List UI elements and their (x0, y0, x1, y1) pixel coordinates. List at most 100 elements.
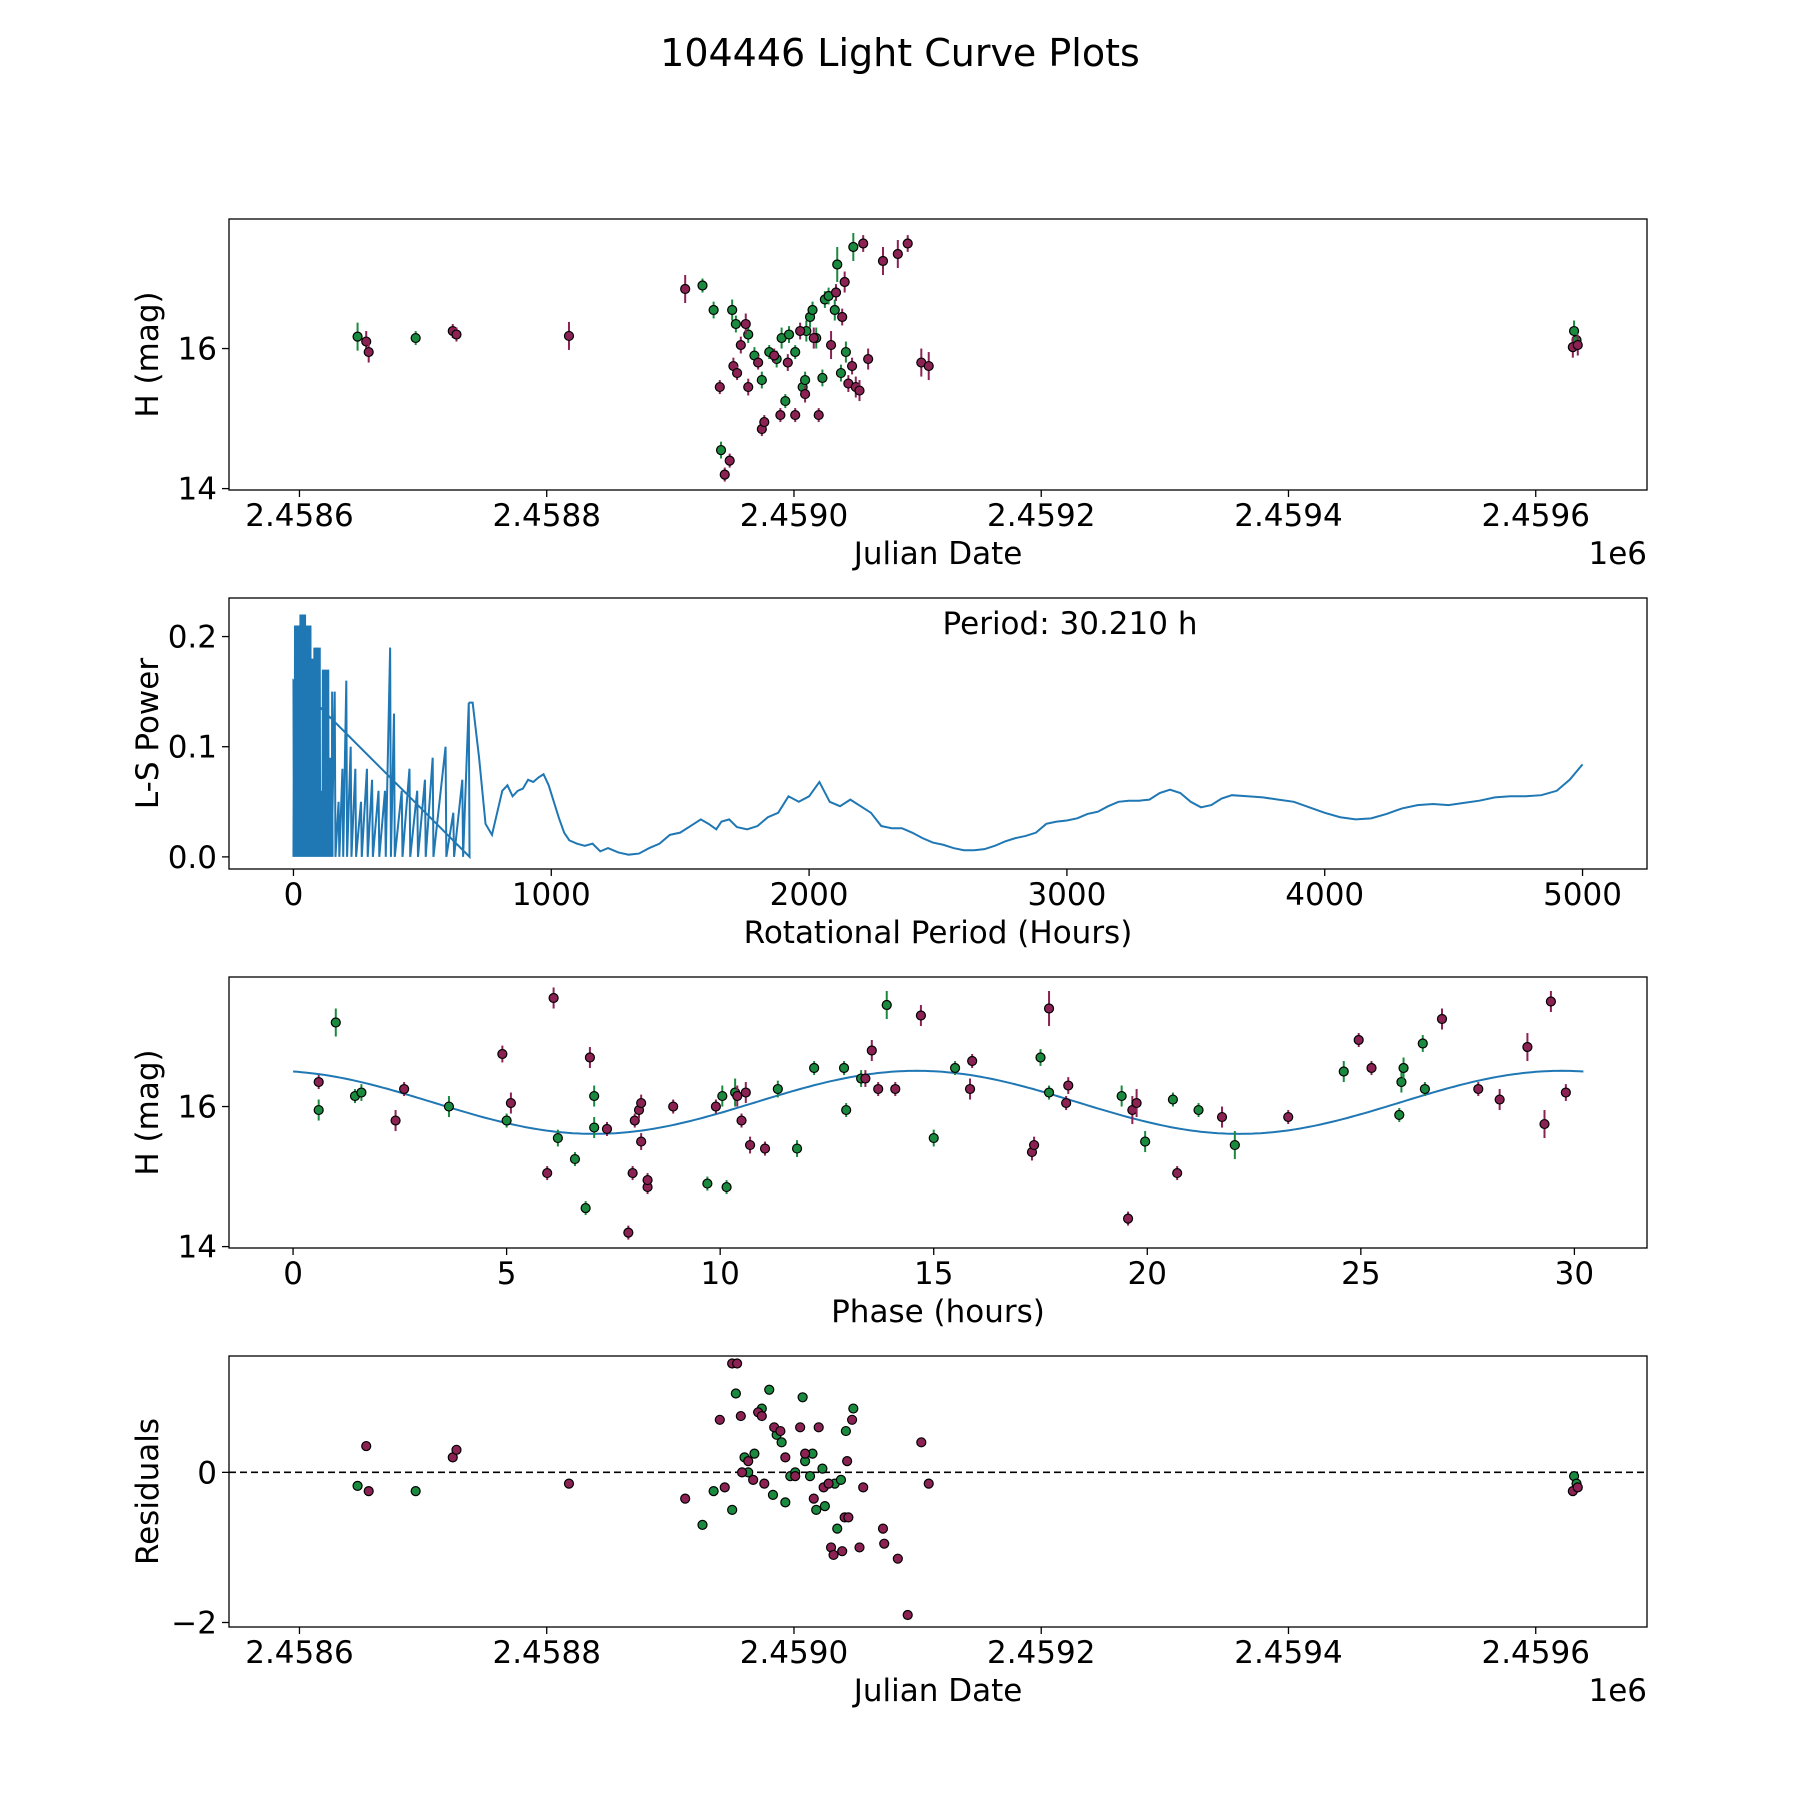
x-tick-label: 10 (700, 1256, 739, 1292)
magenta-point (892, 248, 903, 260)
model-fit-curve (293, 1069, 1584, 1135)
green-point (780, 1497, 791, 1508)
magenta-point (740, 1087, 751, 1098)
magenta-point (563, 1478, 575, 1489)
magenta-point (636, 1136, 647, 1147)
green-point (702, 1178, 713, 1189)
x-tick-label: 2.4592 (987, 498, 1095, 534)
x-tick-label: 2.4590 (740, 1635, 848, 1671)
magenta-point (830, 287, 842, 298)
green-point (727, 1504, 738, 1515)
magenta-point (399, 1083, 410, 1095)
green-point (313, 1104, 324, 1116)
magenta-point (854, 1542, 865, 1553)
x-axis-label: Julian Date (852, 536, 1023, 572)
green-point (817, 1463, 828, 1474)
green-point (949, 1062, 961, 1074)
magenta-point (680, 1493, 691, 1504)
x-axis-label: Phase (hours) (831, 1294, 1045, 1330)
green-point (410, 1486, 421, 1497)
magenta-point (390, 1115, 401, 1126)
figure-title: 104446 Light Curve Plots (660, 31, 1140, 75)
magenta-point (563, 330, 575, 342)
y-tick-label: −2 (171, 1605, 217, 1641)
green-point (848, 1403, 859, 1414)
magenta-point (873, 1083, 884, 1095)
magenta-point (1366, 1062, 1377, 1074)
magenta-point (451, 329, 462, 340)
magenta-point (877, 255, 889, 267)
magenta-point (860, 1073, 871, 1084)
magenta-point (743, 1455, 754, 1467)
green-point (756, 374, 767, 386)
green-point (772, 1083, 783, 1095)
green-point (819, 1501, 830, 1512)
green-point (840, 1425, 851, 1437)
magenta-point (813, 1422, 824, 1433)
magenta-point (800, 1448, 811, 1459)
magenta-point (1572, 1482, 1583, 1493)
x-tick-label: 2.4592 (987, 1635, 1095, 1671)
period-annotation: Period: 30.210 h (943, 606, 1198, 642)
magenta-point (837, 1546, 848, 1557)
phased-plot-area (293, 987, 1584, 1240)
magenta-point (710, 1101, 722, 1112)
magenta-point (736, 1467, 748, 1478)
green-point (881, 999, 892, 1011)
magenta-point (808, 1493, 819, 1504)
green-point (1419, 1083, 1431, 1095)
y-tick-label: 16 (178, 332, 217, 368)
magenta-point (363, 1486, 374, 1497)
x-offset-label: 1e6 (1588, 1673, 1647, 1709)
magenta-point (668, 1101, 679, 1112)
magenta-point (714, 1414, 725, 1425)
magenta-point (858, 1482, 869, 1493)
green-point (589, 1122, 600, 1133)
magenta-point (753, 357, 764, 368)
green-point (552, 1132, 563, 1144)
residuals-frame (228, 1355, 1648, 1628)
green-point (443, 1101, 455, 1112)
magenta-point (866, 1045, 877, 1056)
magenta-point (964, 1083, 976, 1095)
magenta-point (732, 367, 743, 379)
green-point (1229, 1139, 1240, 1151)
magenta-point (879, 1538, 890, 1549)
x-offset-label: 1e6 (1588, 536, 1647, 572)
magenta-point (756, 1410, 767, 1422)
magenta-point (846, 360, 858, 372)
magenta-point (1522, 1041, 1533, 1053)
green-point (730, 318, 741, 330)
magenta-point (843, 1512, 854, 1523)
magenta-point (759, 416, 770, 428)
green-point (1043, 1087, 1055, 1098)
green-point (804, 1471, 816, 1482)
green-point (697, 280, 708, 291)
magenta-point (923, 1478, 934, 1489)
magenta-point (902, 1609, 913, 1621)
green-point (800, 374, 811, 386)
magenta-point (1539, 1118, 1550, 1130)
green-point (835, 367, 847, 379)
magenta-point (1353, 1034, 1364, 1046)
magenta-point (839, 276, 850, 288)
green-point (848, 241, 859, 253)
green-point (829, 304, 840, 316)
green-point (730, 1388, 741, 1399)
magenta-point (584, 1052, 596, 1063)
phased-frame (228, 976, 1648, 1249)
magenta-point (748, 1474, 759, 1485)
y-tick-label: 14 (178, 1230, 217, 1266)
y-tick-label: 0.0 (168, 840, 217, 876)
magenta-point (735, 339, 746, 351)
green-point (832, 1523, 843, 1534)
green-point (1140, 1136, 1151, 1147)
magenta-point (743, 381, 754, 393)
magenta-point (800, 388, 811, 400)
magenta-point (1216, 1111, 1228, 1123)
y-tick-label: 0 (197, 1455, 217, 1491)
green-point (832, 259, 843, 270)
magenta-point (795, 325, 806, 337)
magenta-point (790, 409, 801, 421)
magenta-point (790, 1471, 801, 1482)
